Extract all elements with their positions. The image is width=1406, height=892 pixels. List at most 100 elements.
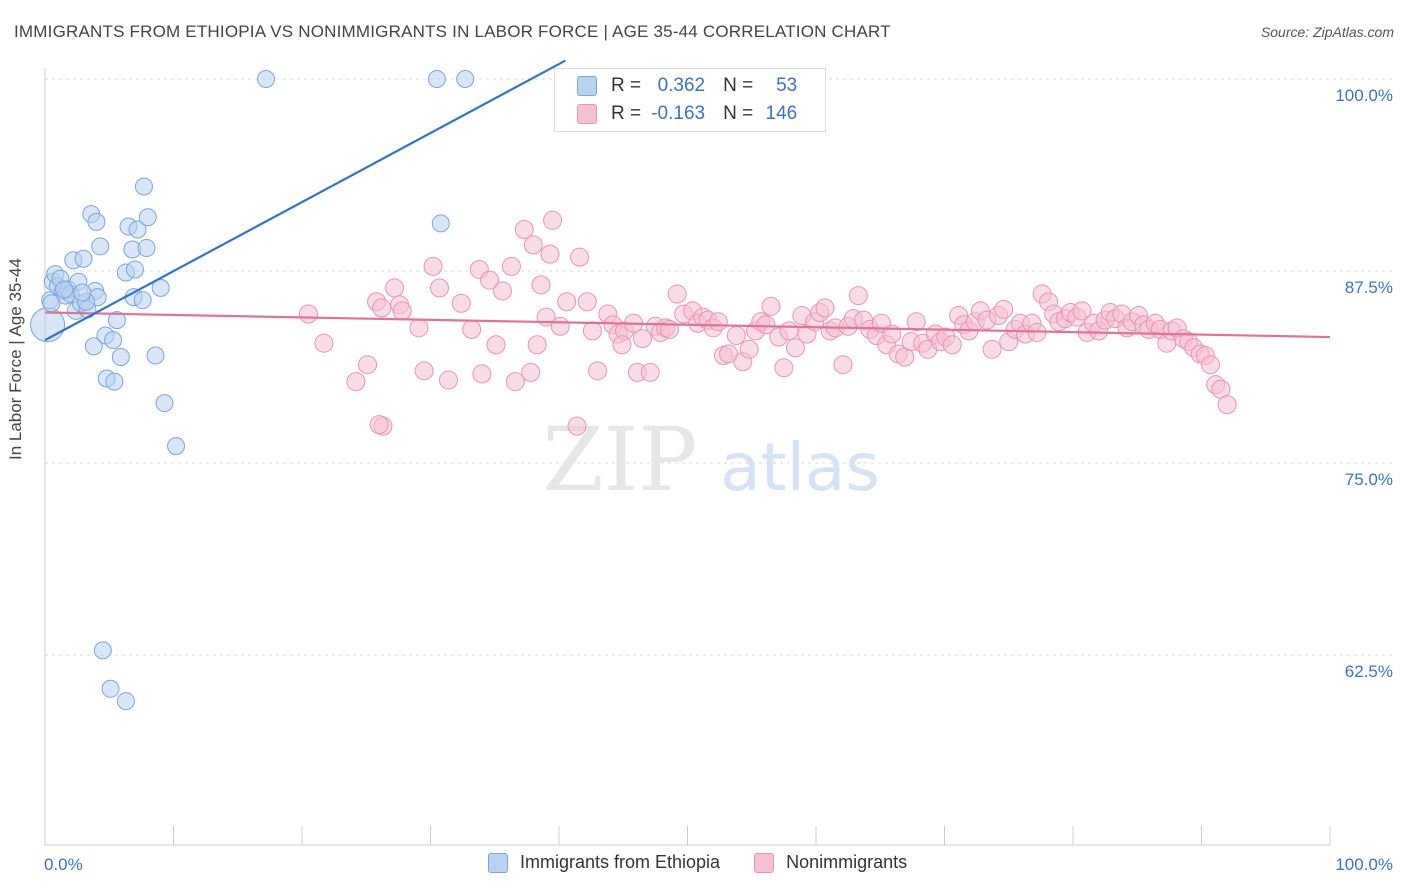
ethiopia-point <box>133 291 152 310</box>
nonimmigrant-point <box>833 355 853 375</box>
legend-label: Immigrants from Ethiopia <box>520 852 721 872</box>
nonimmigrant-point <box>543 210 563 230</box>
nonimmigrant-point <box>480 270 500 290</box>
nonimmigrant-point <box>588 361 608 381</box>
ethiopia-point <box>91 237 110 256</box>
ethiopia-point <box>74 249 93 268</box>
r-label: R = <box>611 75 642 96</box>
pink-swatch <box>754 852 775 873</box>
nonimmigrant-point <box>994 299 1014 319</box>
nonimmigrant-point <box>660 319 680 339</box>
ethiopia-point <box>151 278 170 297</box>
nonimmigrant-point <box>942 335 962 355</box>
source-credit: Source: ZipAtlas.com <box>1260 24 1394 40</box>
n-value: 53 <box>776 75 798 96</box>
ethiopia-point <box>87 212 106 231</box>
nonimmigrant-point <box>774 358 794 378</box>
nonimmigrant-point <box>492 281 512 301</box>
nonimmigrant-point <box>848 286 868 306</box>
nonimmigrant-point <box>982 339 1002 359</box>
x-tick-label: 0.0% <box>44 855 83 874</box>
nonimmigrant-point <box>756 315 776 335</box>
axes <box>44 68 1331 846</box>
ethiopia-point <box>427 70 446 88</box>
nonimmigrant-point <box>779 321 799 341</box>
nonimmigrant-point <box>438 370 458 390</box>
nonimmigrant-point <box>540 244 560 264</box>
ethiopia-point <box>101 679 120 698</box>
r-value: -0.163 <box>651 103 706 124</box>
legend-item-ethiopia[interactable]: Immigrants from Ethiopia <box>488 852 720 873</box>
nonimmigrant-point <box>708 312 728 332</box>
nonimmigrant-point <box>761 296 781 316</box>
ethiopia-points <box>30 70 475 711</box>
legend-label: Nonimmigrants <box>786 852 908 872</box>
ethiopia-point <box>125 260 144 279</box>
nonimmigrant-point <box>298 304 318 324</box>
nonimmigrant-point <box>815 298 835 318</box>
r-value: 0.362 <box>657 75 706 96</box>
nonimmigrant-point <box>429 278 449 298</box>
x-tick-label: 100.0% <box>1335 855 1393 874</box>
y-tick-label: 100.0% <box>1335 86 1393 105</box>
watermark-zip: ZIP <box>542 408 697 511</box>
nonimmigrant-point <box>739 339 759 359</box>
nonimmigrant-point <box>369 415 389 435</box>
watermark-atlas: atlas <box>720 429 880 506</box>
y-tick-label: 62.5% <box>1345 662 1393 681</box>
nonimmigrant-point <box>472 364 492 384</box>
ethiopia-point <box>128 220 147 239</box>
nonimmigrant-point <box>1072 301 1092 321</box>
nonimmigrant-point <box>451 293 471 313</box>
nonimmigrant-point <box>486 335 506 355</box>
series-legend: Immigrants from Ethiopia Nonimmigrants <box>488 852 941 873</box>
nonimmigrant-point <box>527 335 547 355</box>
nonimmigrant-point <box>358 355 378 375</box>
nonimmigrant-point <box>314 333 334 353</box>
nonimmigrant-point <box>423 256 443 276</box>
nonimmigrant-point <box>523 235 543 255</box>
nonimmigrant-point <box>1217 395 1237 415</box>
ethiopia-point <box>146 346 165 365</box>
y-tick-labels: 100.0% 87.5% 75.0% 62.5% <box>1335 86 1393 681</box>
ethiopia-point <box>105 372 124 391</box>
ethiopia-point <box>167 437 186 456</box>
ethiopia-point <box>107 311 126 330</box>
stats-row-ethiopia: R = 0.362 N = 53 <box>577 75 797 97</box>
stats-legend: R = 0.362 N = 53 R = -0.163 N = 146 <box>554 68 826 132</box>
nonimmigrant-point <box>346 372 366 392</box>
ethiopia-point <box>456 70 475 88</box>
ethiopia-point <box>73 283 92 302</box>
ethiopia-point <box>111 348 130 367</box>
ethiopia-point <box>257 70 276 88</box>
nonimmigrant-point <box>392 301 412 321</box>
nonimmigrant-point <box>514 220 534 240</box>
nonimmigrant-point <box>372 298 392 318</box>
nonimmigrant-point <box>414 361 434 381</box>
nonimmigrant-point <box>582 321 602 341</box>
nonimmigrant-point <box>906 312 926 332</box>
ethiopia-point <box>84 337 103 356</box>
nonimmigrant-point <box>640 362 660 382</box>
nonimmigrant-point <box>612 335 632 355</box>
ethiopia-point <box>431 214 450 233</box>
ethiopia-trend-line <box>44 59 566 342</box>
ethiopia-point <box>137 238 156 257</box>
y-tick-label: 87.5% <box>1345 278 1393 297</box>
nonimmigrant-point <box>462 319 482 339</box>
nonimmigrant-point <box>577 292 597 312</box>
pink-swatch <box>577 104 597 124</box>
ethiopia-point <box>155 394 174 413</box>
nonimmigrant-point <box>521 362 541 382</box>
gridlines <box>45 78 1392 656</box>
legend-item-nonimmigrants[interactable]: Nonimmigrants <box>754 852 907 873</box>
n-label: N = <box>723 103 754 124</box>
n-value: 146 <box>765 103 798 124</box>
nonimmigrant-point <box>726 326 746 346</box>
stats-row-nonimmigrants: R = -0.163 N = 146 <box>577 103 797 125</box>
nonimmigrants-trend-line <box>44 311 1331 339</box>
nonimmigrant-point <box>667 284 687 304</box>
ethiopia-point <box>104 331 123 350</box>
nonimmigrant-point <box>567 416 587 436</box>
